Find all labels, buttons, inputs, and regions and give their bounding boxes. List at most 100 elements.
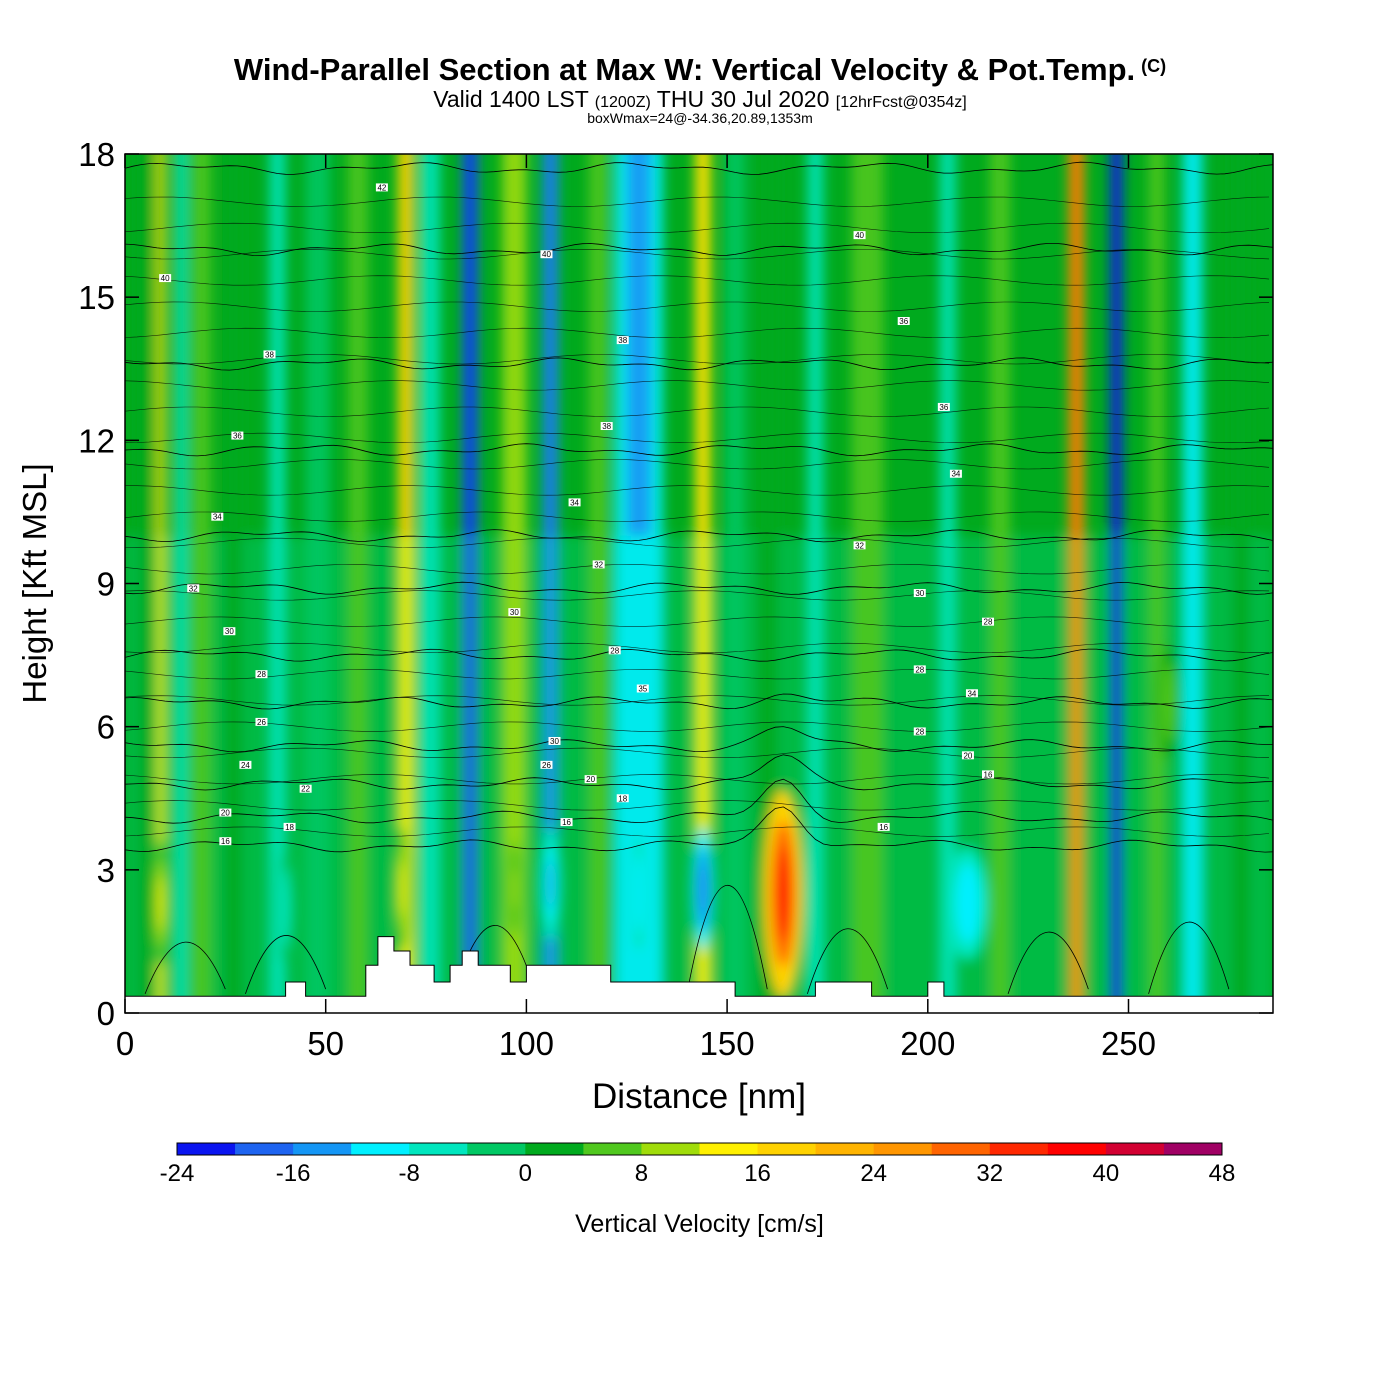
isentrope-label: 20 — [221, 809, 230, 818]
isentrope-label: 36 — [939, 403, 948, 412]
low-level-contour — [245, 935, 327, 995]
colorbar-tick-label: 32 — [976, 1160, 1003, 1187]
low-level-contour — [806, 928, 889, 995]
isentrope-label: 35 — [638, 684, 647, 693]
velocity-core — [699, 154, 708, 536]
isentrope-label: 32 — [855, 541, 864, 550]
isentrope-label-bg — [897, 317, 910, 326]
velocity-column — [725, 154, 746, 1013]
velocity-cell-core — [700, 861, 707, 917]
velocity-column — [305, 154, 330, 1013]
isentrope-label-bg — [540, 250, 553, 259]
box-info: boxWmax=24@-34.36,20.89,1353m — [587, 110, 813, 126]
isentrope-line — [125, 380, 1270, 391]
isentrope-line — [125, 327, 1270, 339]
isentrope-label-bg — [231, 431, 244, 440]
isentrope-label-bg — [239, 760, 252, 769]
valid-utc: (1200Z) — [594, 94, 651, 111]
isentrope-line — [125, 275, 1270, 286]
isentrope-label-bg — [219, 808, 232, 817]
isentrope-label-bg — [616, 794, 629, 803]
isentrope-line — [125, 249, 1270, 260]
isentrope-line — [125, 511, 1270, 522]
x-tick-label: 0 — [116, 1025, 134, 1062]
colorbar-swatch — [583, 1143, 642, 1155]
isentrope-label: 40 — [161, 274, 170, 283]
x-axis-label: Distance [nm] — [592, 1077, 806, 1116]
colorbar-swatch — [641, 1143, 700, 1155]
velocity-core — [546, 154, 555, 536]
isentrope-label: 26 — [257, 718, 266, 727]
isentrope-line — [125, 590, 1270, 601]
isentrope-label-bg — [913, 665, 926, 674]
copyright-mark: (C) — [1141, 56, 1167, 76]
colorbar-label: Vertical Velocity [cm/s] — [575, 1210, 824, 1238]
velocity-core — [159, 154, 164, 536]
colorbar-swatch — [293, 1143, 352, 1155]
isentrope-line — [125, 581, 1273, 595]
colorbar-tick-label: -16 — [276, 1160, 311, 1187]
isentrope-label: 20 — [963, 751, 972, 760]
velocity-cell-core — [283, 882, 288, 934]
velocity-cell-core — [636, 867, 642, 920]
isentrope-line — [125, 648, 1273, 662]
isentrope-line — [125, 616, 1270, 627]
chart-title-text: Wind-Parallel Section at Max W: Vertical… — [233, 52, 1136, 87]
isentrope-line — [125, 485, 1270, 496]
isentrope-label: 36 — [233, 432, 242, 441]
velocity-cell-core — [399, 861, 405, 917]
colorbar-swatch — [525, 1143, 584, 1155]
colorbar-swatch — [409, 1143, 468, 1155]
velocity-core — [626, 154, 651, 536]
isentrope-label: 32 — [189, 584, 198, 593]
velocity-column — [1148, 154, 1165, 1013]
y-axis-label: Height [Kft MSL] — [16, 463, 53, 703]
isentrope-label: 26 — [542, 761, 551, 770]
isentrope-label-bg — [255, 717, 268, 726]
isentrope-line — [125, 406, 1270, 417]
isentrope-line — [125, 459, 1270, 470]
y-tick-label: 12 — [78, 422, 115, 459]
isentrope-line — [125, 826, 1270, 837]
isentrope-label: 42 — [377, 183, 386, 192]
colorbar-swatch — [989, 1143, 1049, 1155]
isentrope-label: 34 — [967, 689, 976, 698]
forecast-info: [12hrFcst@0354z] — [835, 94, 967, 111]
isentrope-label: 30 — [225, 627, 234, 636]
isentrope-label-bg — [636, 684, 649, 693]
colorbar-swatch — [1047, 1143, 1107, 1155]
velocity-column — [1230, 154, 1251, 1013]
velocity-cell-core — [1165, 677, 1173, 729]
isentrope-label-bg — [223, 627, 236, 636]
isentrope-label-bg — [600, 422, 613, 431]
colorbar-frame — [176, 1142, 1223, 1156]
isentrope-label: 30 — [915, 589, 924, 598]
y-tick-label: 3 — [97, 852, 115, 889]
isentrope-line — [125, 354, 1270, 365]
isentropes — [125, 161, 1273, 853]
isentrope-line — [125, 243, 1273, 257]
colorbar-swatch — [873, 1143, 933, 1155]
colorbar: -24 -16 -8 0 8 16 24 32 40 48 Vertical Velocity [c… — [160, 1142, 1235, 1238]
plot-area: 42 40 38 36 34 32 30 28 26 24 20 16 40 40 36 38 38 36 34 34… — [125, 154, 1273, 1013]
isentrope-label-bg — [853, 231, 866, 240]
low-level-contour — [686, 884, 768, 994]
isentrope-label: 38 — [618, 336, 627, 345]
y-tick-label: 15 — [78, 279, 115, 316]
isentrope-line — [125, 161, 1273, 175]
velocity-column — [939, 154, 956, 1013]
isentrope-line — [125, 537, 1270, 549]
isentrope-label-bg — [255, 670, 268, 679]
colorbar-swatch — [699, 1143, 759, 1155]
low-level-contours — [144, 884, 1230, 995]
colorbar-tick-label: 16 — [744, 1160, 771, 1187]
isentrope-label: 28 — [984, 618, 993, 627]
velocity-column — [223, 154, 244, 1013]
isentrope-line — [125, 443, 1273, 457]
x-axis: 0 50 100 150 200 250 — [116, 154, 1156, 1062]
isentrope-label: 36 — [899, 317, 908, 326]
isentrope-label: 16 — [984, 770, 993, 779]
isentrope-labels: 42 40 38 36 34 32 30 28 26 24 20 16 40 40 36 38 38 36 34 34… — [159, 183, 995, 846]
valid-time: Valid 1400 LST — [433, 86, 589, 112]
